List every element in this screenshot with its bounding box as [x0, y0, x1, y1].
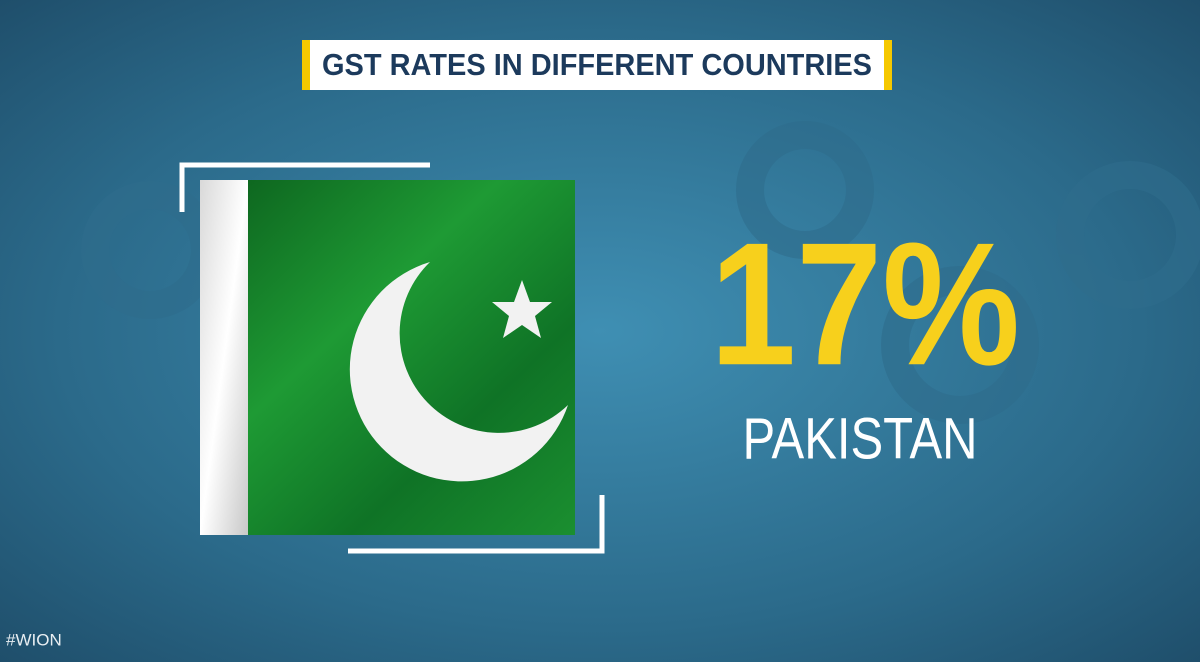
title-box [302, 40, 892, 90]
country: PAKISTAN [743, 406, 978, 471]
flag [200, 180, 575, 535]
rate: 17% [710, 207, 1020, 402]
hashtag: #WION [6, 630, 62, 649]
title-accent [884, 40, 892, 90]
title-accent [302, 40, 310, 90]
title: GST RATES IN DIFFERENT COUNTRIES [322, 47, 872, 82]
frame [179, 162, 605, 554]
gear-decoration [81, 121, 1200, 424]
